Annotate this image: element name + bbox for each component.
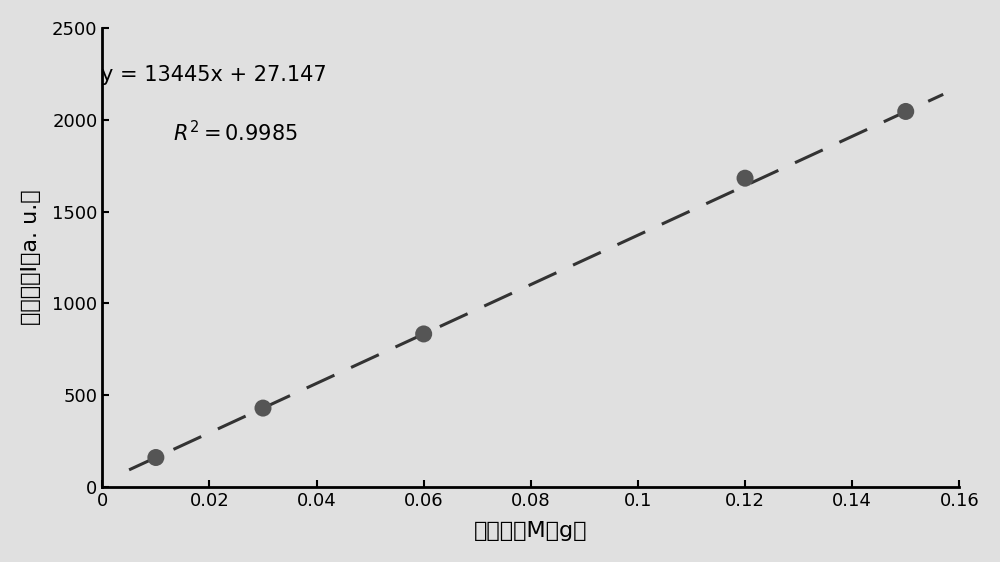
X-axis label: 样品质量M（g）: 样品质量M（g） — [474, 521, 588, 541]
Y-axis label: 信号强度I（a. u.）: 信号强度I（a. u.） — [21, 190, 41, 325]
Point — [737, 174, 753, 183]
Point — [416, 329, 432, 338]
Point — [255, 404, 271, 413]
Text: $R^2 = 0.9985$: $R^2 = 0.9985$ — [173, 120, 297, 145]
Text: y = 13445x + 27.147: y = 13445x + 27.147 — [101, 65, 327, 85]
Point — [148, 453, 164, 462]
Point — [898, 107, 914, 116]
